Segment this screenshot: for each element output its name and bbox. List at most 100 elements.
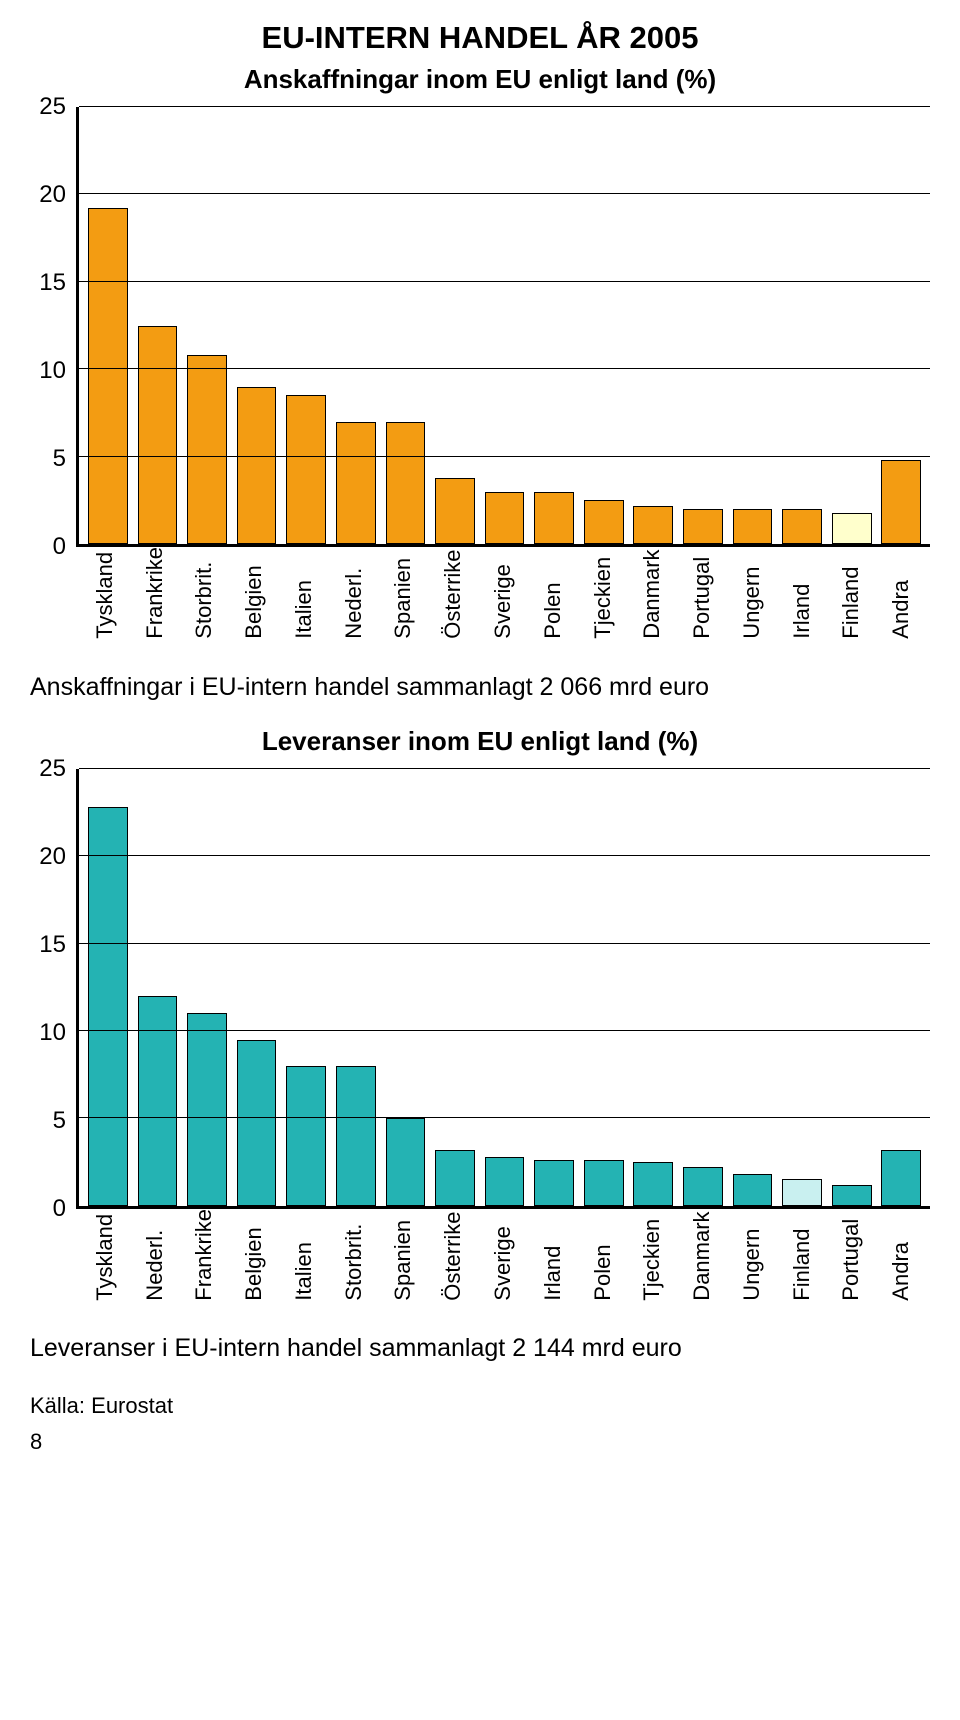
chart2-xlabel-col: Portugal <box>826 1209 876 1307</box>
chart2-bar-col <box>678 769 728 1206</box>
chart1-bar-col <box>232 107 282 544</box>
chart1-caption: Anskaffningar i EU-intern handel sammanl… <box>30 673 930 702</box>
chart1-bar-col <box>133 107 183 544</box>
chart2-ytick: 15 <box>39 931 66 959</box>
chart2-bar-col <box>83 769 133 1206</box>
chart2-gridline <box>79 943 930 944</box>
chart1-gridline <box>79 106 930 107</box>
chart1-xlabel: Tjeckien <box>590 547 616 645</box>
source-label: Källa: Eurostat <box>30 1393 930 1419</box>
chart1-x-labels: TysklandFrankrikeStorbrit.BelgienItalien… <box>76 547 930 645</box>
chart2-xlabel-col: Italien <box>279 1209 329 1307</box>
chart1-xlabel: Storbrit. <box>191 547 217 645</box>
chart2-bar <box>733 1174 773 1205</box>
chart2-bar-col <box>877 769 927 1206</box>
chart1-xlabel-col: Sverige <box>478 547 528 645</box>
chart1-bar-col <box>629 107 679 544</box>
chart1-xlabel-col: Storbrit. <box>180 547 230 645</box>
chart1-xlabel-col: Belgien <box>229 547 279 645</box>
chart2-bar-col <box>529 769 579 1206</box>
chart1-xlabel: Polen <box>540 547 566 645</box>
chart2-xlabel: Österrike <box>440 1209 466 1307</box>
chart2-caption: Leveranser i EU-intern handel sammanlagt… <box>30 1334 930 1363</box>
chart1-title: Anskaffningar inom EU enligt land (%) <box>30 64 930 95</box>
chart2-xlabel: Spanien <box>390 1209 416 1307</box>
chart2-bar <box>485 1157 525 1206</box>
chart2-gridline <box>79 855 930 856</box>
chart2-title: Leveranser inom EU enligt land (%) <box>30 726 930 757</box>
chart1-bar-col <box>182 107 232 544</box>
chart1-y-axis: 0510152025 <box>30 107 76 547</box>
chart2-bar-col <box>232 769 282 1206</box>
chart1-bar <box>286 395 326 544</box>
chart1-xlabel-col: Nederl. <box>329 547 379 645</box>
chart1-ytick: 20 <box>39 181 66 209</box>
chart2-bar <box>435 1150 475 1206</box>
chart1-ytick: 0 <box>53 533 66 561</box>
chart1-gridline <box>79 193 930 194</box>
chart1-xlabel-col: Tjeckien <box>578 547 628 645</box>
chart2-xlabel: Ungern <box>739 1209 765 1307</box>
chart2-xlabel-col: Spanien <box>379 1209 429 1307</box>
chart2-xlabel: Tyskland <box>92 1209 118 1307</box>
main-title: EU-INTERN HANDEL ÅR 2005 <box>30 20 930 56</box>
chart2-gridline <box>79 1117 930 1118</box>
chart1-bar-col <box>331 107 381 544</box>
chart2-bar-col <box>133 769 183 1206</box>
chart2-gridline <box>79 768 930 769</box>
chart1-xlabel: Belgien <box>241 547 267 645</box>
chart1-bar <box>534 492 574 544</box>
chart2-bar <box>832 1185 872 1206</box>
chart1-bar-col <box>728 107 778 544</box>
chart2-xlabel: Portugal <box>838 1209 864 1307</box>
chart1: 0510152025 TysklandFrankrikeStorbrit.Bel… <box>30 107 930 645</box>
chart2-xlabel-col: Danmark <box>677 1209 727 1307</box>
chart1-xlabel-col: Finland <box>826 547 876 645</box>
chart1-bar <box>881 460 921 544</box>
chart2-bar <box>286 1066 326 1206</box>
chart1-bar-col <box>579 107 629 544</box>
chart2-xlabel: Nederl. <box>142 1209 168 1307</box>
chart2-bar <box>881 1150 921 1206</box>
chart1-bar <box>138 326 178 545</box>
chart2-ytick: 10 <box>39 1019 66 1047</box>
chart2-bar <box>683 1167 723 1205</box>
chart2-bar-col <box>182 769 232 1206</box>
chart1-bar <box>187 355 227 544</box>
chart2-bar-col <box>480 769 530 1206</box>
chart2-ytick: 25 <box>39 755 66 783</box>
chart2-xlabel: Polen <box>590 1209 616 1307</box>
chart1-bar-col <box>381 107 431 544</box>
chart1-xlabel: Irland <box>789 547 815 645</box>
chart1-xlabel: Sverige <box>490 547 516 645</box>
chart2-bar-col <box>777 769 827 1206</box>
chart1-xlabel: Danmark <box>639 547 665 645</box>
chart1-xlabel-col: Danmark <box>627 547 677 645</box>
chart2-xlabel-col: Irland <box>528 1209 578 1307</box>
chart2-xlabel-col: Finland <box>777 1209 827 1307</box>
chart2-bar <box>534 1160 574 1205</box>
chart2-gridline <box>79 1030 930 1031</box>
chart1-xlabel: Österrike <box>440 547 466 645</box>
chart2-bar-col <box>331 769 381 1206</box>
chart1-bar <box>88 208 128 544</box>
page-number: 8 <box>30 1429 930 1455</box>
chart1-xlabel-col: Andra <box>876 547 926 645</box>
chart1-xlabel-col: Frankrike <box>130 547 180 645</box>
chart2-bar-col <box>579 769 629 1206</box>
chart2-xlabel-col: Polen <box>578 1209 628 1307</box>
chart2-xlabel: Irland <box>540 1209 566 1307</box>
chart2-ytick: 0 <box>53 1195 66 1223</box>
chart1-bars <box>79 107 930 544</box>
chart1-xlabel-col: Irland <box>777 547 827 645</box>
chart2-xlabel: Danmark <box>689 1209 715 1307</box>
chart2-bar-col <box>430 769 480 1206</box>
chart2-bar <box>237 1040 277 1206</box>
chart1-bar <box>633 506 673 544</box>
chart1-bar-col <box>529 107 579 544</box>
chart2-y-axis: 0510152025 <box>30 769 76 1209</box>
chart1-bar <box>336 422 376 544</box>
chart1-bar-col <box>678 107 728 544</box>
chart1-xlabel: Italien <box>291 547 317 645</box>
chart1-bar <box>584 500 624 544</box>
